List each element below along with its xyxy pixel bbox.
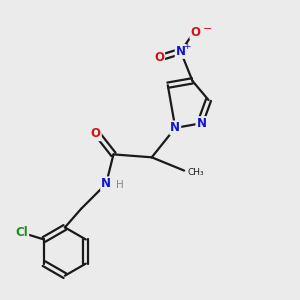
Text: O: O bbox=[154, 51, 164, 64]
Text: H: H bbox=[116, 180, 124, 190]
Text: N: N bbox=[101, 177, 111, 190]
Text: N: N bbox=[196, 117, 206, 130]
Text: +: + bbox=[183, 43, 191, 52]
Text: CH₃: CH₃ bbox=[187, 167, 204, 176]
Text: O: O bbox=[190, 26, 200, 39]
Text: O: O bbox=[91, 127, 101, 140]
Text: −: − bbox=[203, 24, 213, 34]
Text: N: N bbox=[170, 122, 180, 134]
Text: N: N bbox=[176, 45, 186, 58]
Text: Cl: Cl bbox=[16, 226, 28, 238]
